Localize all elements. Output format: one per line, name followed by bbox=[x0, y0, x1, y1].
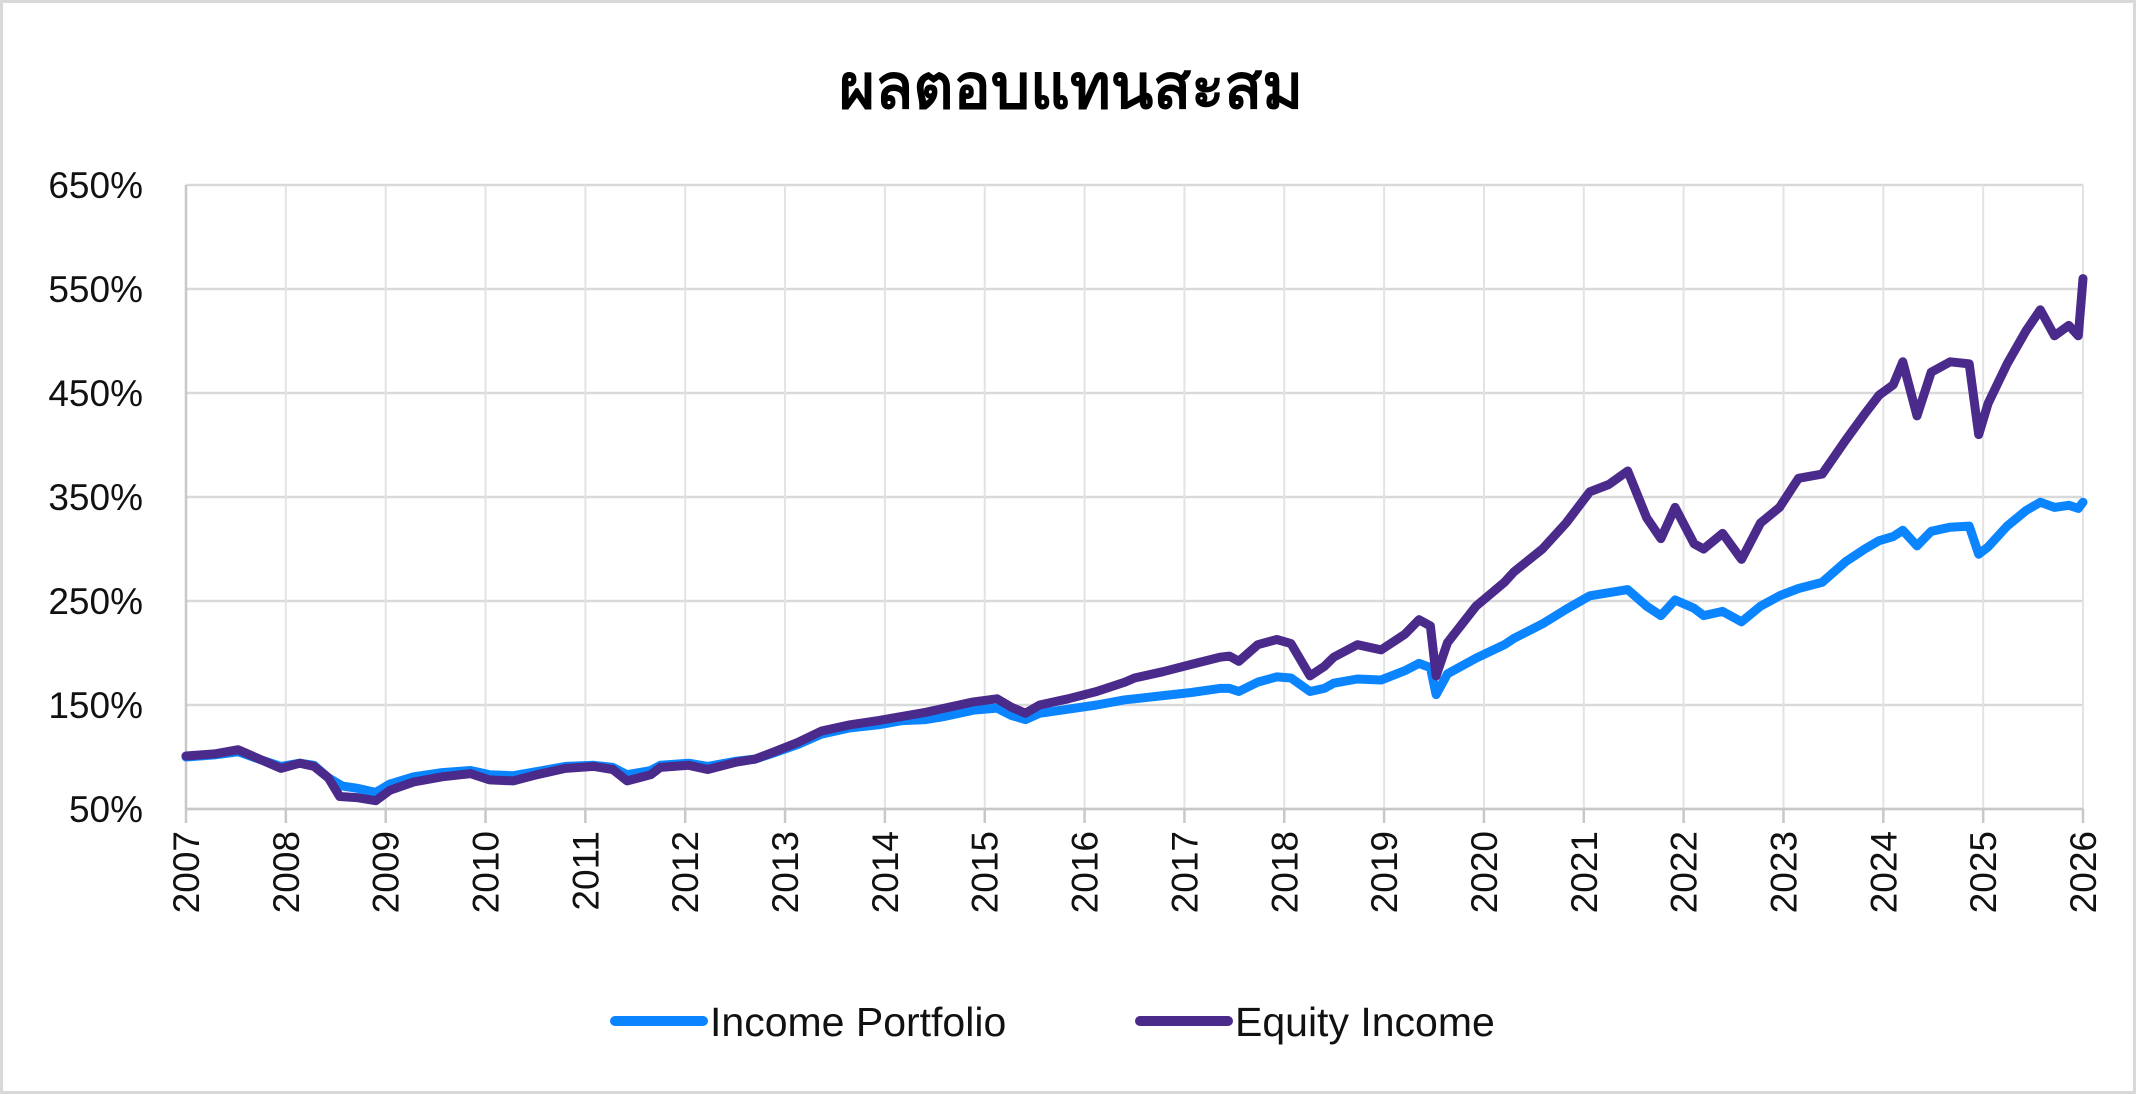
y-tick-label: 50% bbox=[69, 789, 143, 830]
grid bbox=[184, 183, 2085, 823]
x-tick-label: 2022 bbox=[1664, 831, 1705, 913]
x-tick-label: 2008 bbox=[266, 831, 307, 913]
y-tick-label: 550% bbox=[48, 269, 143, 310]
legend-label-0: Income Portfolio bbox=[710, 999, 1006, 1045]
x-tick-label: 2026 bbox=[2063, 831, 2104, 913]
x-tick-label: 2017 bbox=[1164, 831, 1205, 913]
x-tick-label: 2021 bbox=[1564, 831, 1605, 913]
y-tick-label: 650% bbox=[48, 165, 143, 206]
x-tick-label: 2007 bbox=[166, 831, 207, 913]
x-tick-label: 2016 bbox=[1065, 831, 1106, 913]
x-tick-label: 2024 bbox=[1863, 831, 1904, 913]
x-tick-label: 2015 bbox=[965, 831, 1006, 913]
x-tick-label: 2009 bbox=[366, 831, 407, 913]
x-tick-label: 2025 bbox=[1963, 831, 2004, 913]
y-axis-ticks: 650% 550% 450% 350% 250% 150% 50% bbox=[48, 165, 143, 830]
legend: Income Portfolio Equity Income bbox=[610, 999, 1495, 1045]
x-tick-label: 2020 bbox=[1464, 831, 1505, 913]
y-tick-label: 450% bbox=[48, 373, 143, 414]
x-axis-ticks: 2007 2008 2009 2010 2011 2012 2013 2014 2015 2016… bbox=[166, 831, 2104, 913]
x-tick-label: 2014 bbox=[865, 831, 906, 913]
x-tick-label: 2019 bbox=[1364, 831, 1405, 913]
x-tick-label: 2010 bbox=[466, 831, 507, 913]
y-tick-label: 150% bbox=[48, 685, 143, 726]
legend-label-1: Equity Income bbox=[1235, 999, 1495, 1045]
x-tick-label: 2012 bbox=[665, 831, 706, 913]
x-tick-label: 2023 bbox=[1763, 831, 1804, 913]
x-tick-label: 2018 bbox=[1264, 831, 1305, 913]
series-lines bbox=[181, 274, 2088, 806]
series-line-0 bbox=[181, 497, 2088, 797]
y-tick-label: 250% bbox=[48, 581, 143, 622]
y-tick-label: 350% bbox=[48, 477, 143, 518]
series-line-1 bbox=[181, 274, 2088, 806]
chart-title: ผลตอบแทนสะสม bbox=[839, 50, 1303, 123]
x-tick-label: 2011 bbox=[565, 831, 606, 911]
x-tick-label: 2013 bbox=[765, 831, 806, 913]
cumulative-return-chart: ผลตอบแทนสะสม 650% 550% 450% 350% 250% 150% 50%… bbox=[48, 50, 2104, 1045]
